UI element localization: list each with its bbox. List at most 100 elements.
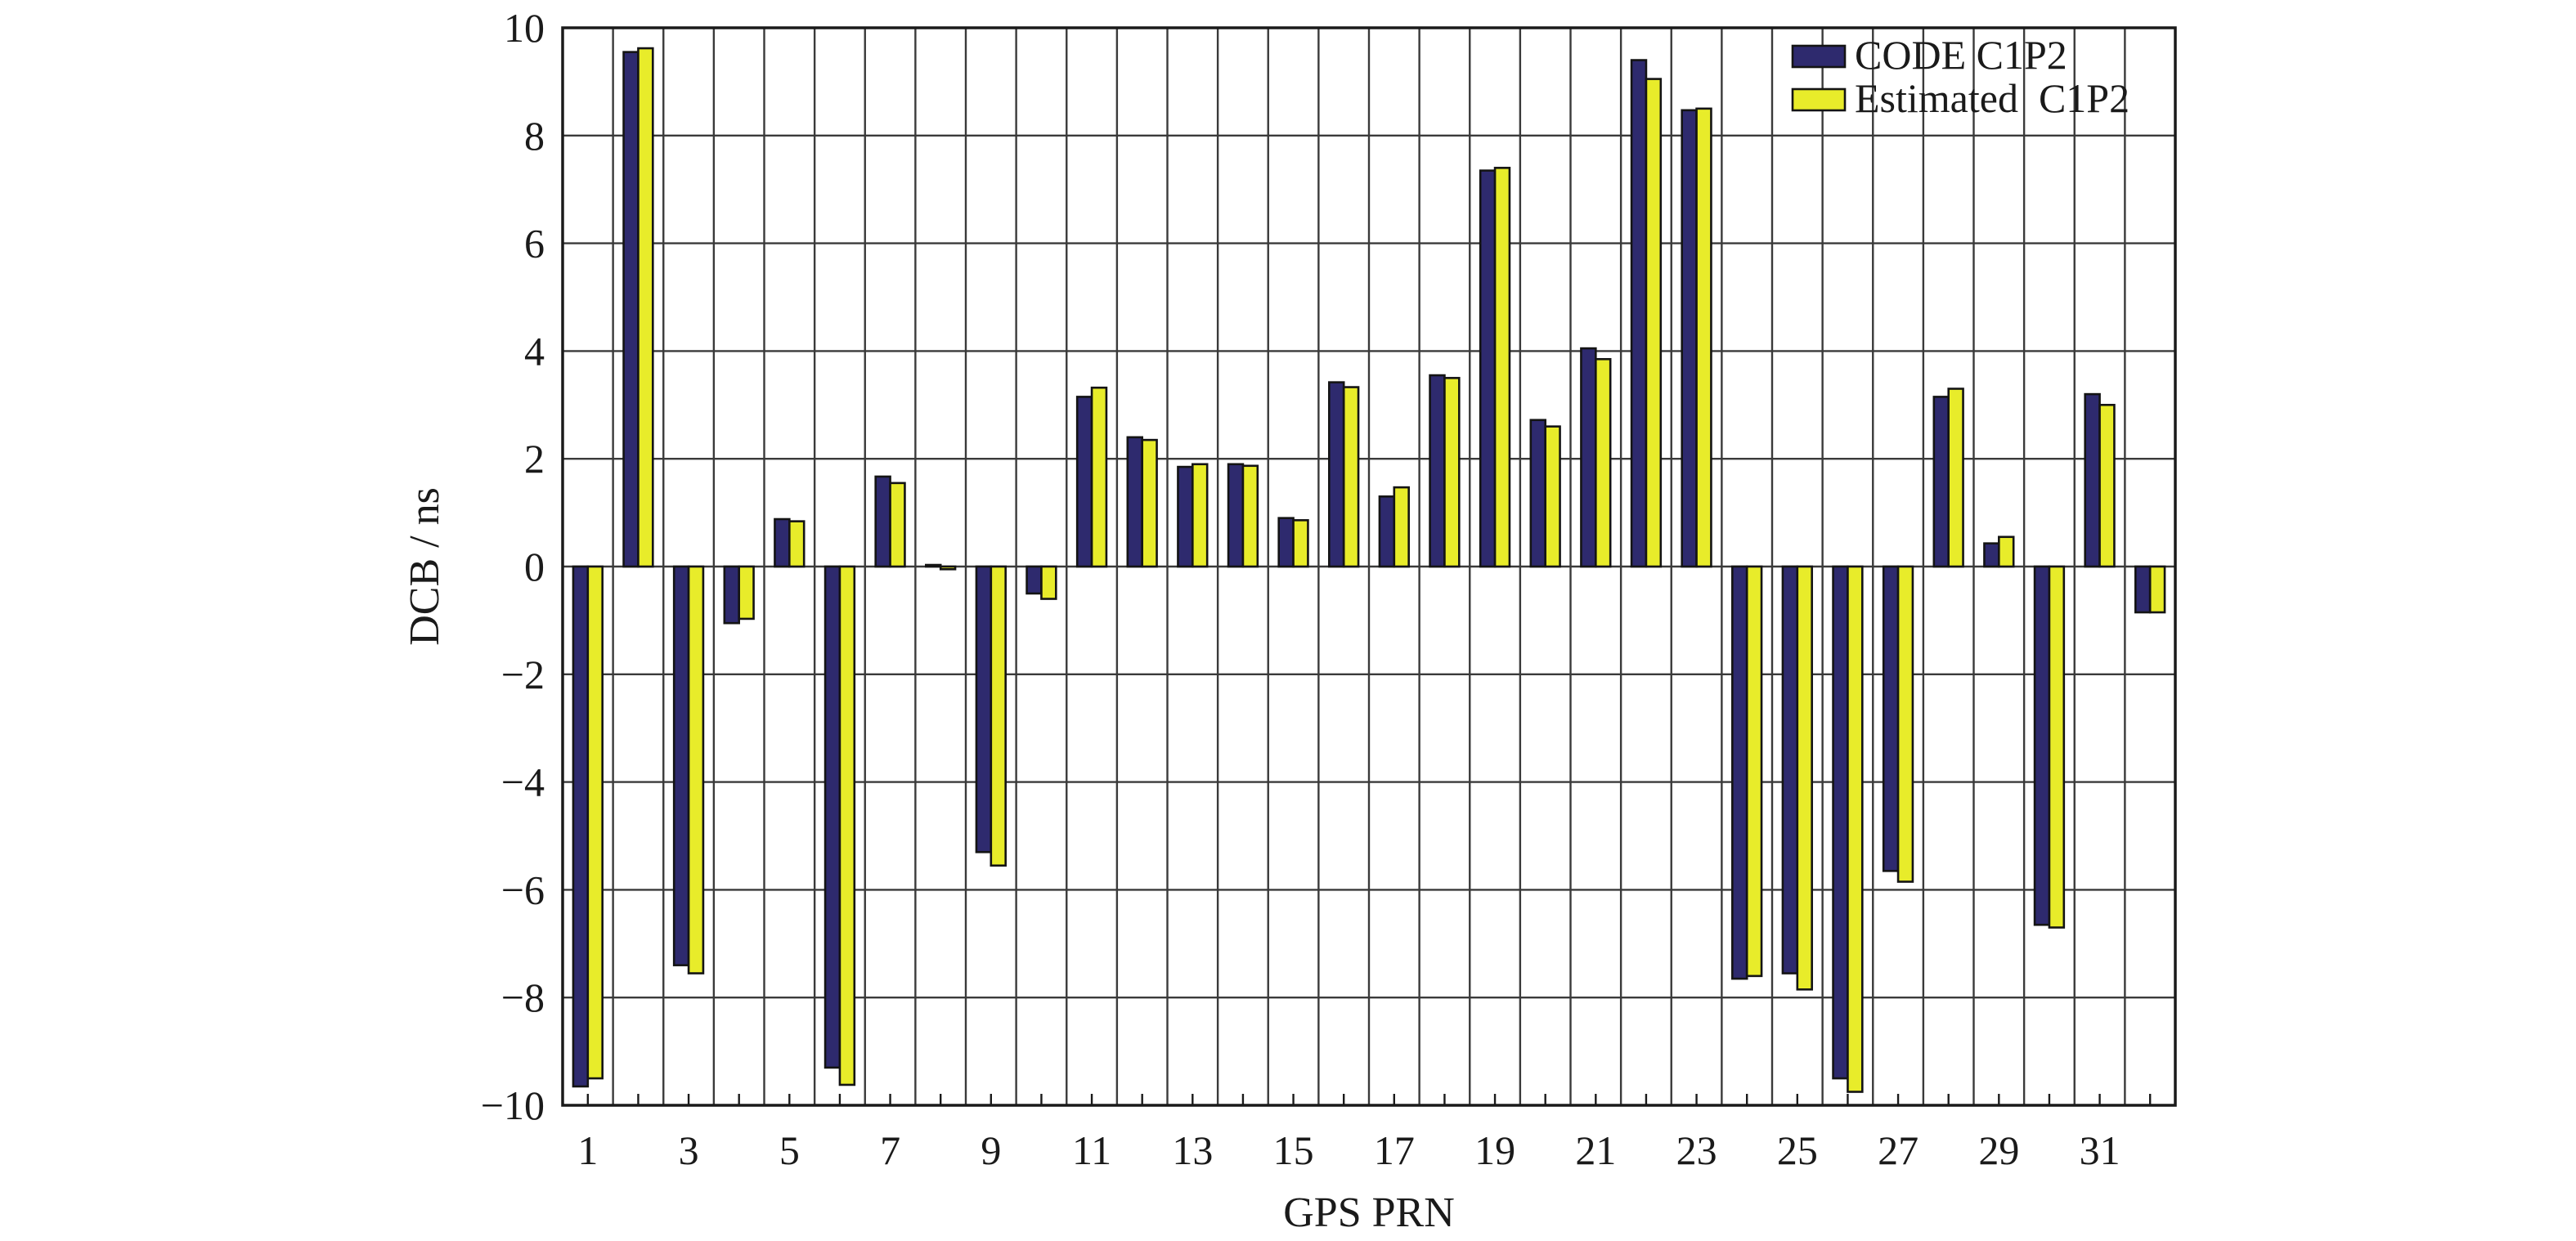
bar <box>925 563 942 568</box>
bar <box>1544 425 1561 568</box>
bar <box>2134 565 2152 614</box>
bar <box>1745 565 1763 978</box>
x-tick-label: 31 <box>2080 1127 2120 1173</box>
bar <box>622 51 640 568</box>
bar <box>1241 464 1259 568</box>
y-tick-label: 0 <box>524 544 545 589</box>
bar <box>1192 463 1209 568</box>
x-tick-label: 23 <box>1676 1127 1717 1173</box>
y-tick-label: −10 <box>481 1082 545 1128</box>
y-tick-label: 6 <box>524 221 545 267</box>
x-tick-label: 13 <box>1172 1127 1213 1173</box>
bar <box>1580 347 1597 568</box>
legend-swatch <box>1791 44 1847 69</box>
bar <box>1126 436 1143 568</box>
bar <box>1090 386 1108 568</box>
bar <box>1882 565 1900 872</box>
bar <box>774 517 791 568</box>
bar <box>1983 542 2000 568</box>
bar <box>1645 78 1663 568</box>
x-tick-label: 25 <box>1777 1127 1818 1173</box>
bar <box>1429 374 1446 568</box>
bar <box>1227 463 1245 568</box>
bar <box>1328 381 1345 568</box>
plot-border <box>561 26 2177 1107</box>
bar <box>2084 392 2101 568</box>
bar <box>1529 419 1546 568</box>
y-tick-label: −4 <box>501 759 545 805</box>
bar <box>1781 565 1799 974</box>
bar <box>990 565 1007 867</box>
bar <box>1847 565 1864 1093</box>
bar <box>1493 167 1511 568</box>
bar <box>1932 396 1950 568</box>
bar <box>788 520 806 568</box>
bar <box>1796 565 1813 991</box>
bar <box>1292 519 1309 568</box>
bar <box>572 565 590 1088</box>
legend-label: CODE C1P2 <box>1855 32 2067 78</box>
bar <box>738 565 755 620</box>
y-tick-label: −8 <box>501 974 545 1020</box>
x-tick-label: 27 <box>1878 1127 1919 1173</box>
bars <box>572 47 2166 1093</box>
bar <box>838 565 856 1086</box>
bar <box>874 475 891 568</box>
bar <box>637 47 654 568</box>
x-tick-label: 19 <box>1474 1127 1515 1173</box>
y-tick-label: −2 <box>501 652 545 697</box>
x-tick-label: 11 <box>1072 1127 1111 1173</box>
legend-label: Estimated C1P2 <box>1855 75 2129 121</box>
y-axis-title: DCB / ns <box>402 487 448 646</box>
bar <box>1025 565 1043 595</box>
bar <box>1998 535 2015 568</box>
x-axis-title: GPS PRN <box>1283 1189 1455 1236</box>
bar <box>1595 357 1612 568</box>
plot-frame <box>561 26 2177 1107</box>
y-tick-label: −6 <box>501 867 545 912</box>
x-axis-ticks: 1 3 5 7 9 11 13 15 17 19 21 23 25 27 29 31 <box>577 1094 2152 1173</box>
bar <box>1832 565 1849 1080</box>
x-tick-label: 21 <box>1575 1127 1616 1173</box>
bar <box>687 565 705 974</box>
y-tick-label: 8 <box>524 113 545 159</box>
legend-swatch <box>1791 87 1847 112</box>
bar <box>1479 169 1497 568</box>
bar <box>672 565 690 966</box>
bar <box>1896 565 1914 883</box>
bar <box>2098 403 2116 568</box>
bar <box>1630 59 1648 568</box>
bar <box>1277 517 1295 568</box>
x-tick-label: 7 <box>880 1127 900 1173</box>
bar <box>1443 377 1461 568</box>
x-tick-label: 29 <box>1978 1127 2019 1173</box>
bar <box>1342 386 1360 568</box>
bar <box>2048 565 2066 929</box>
bar <box>975 565 993 853</box>
x-tick-label: 1 <box>577 1127 598 1173</box>
x-tick-label: 17 <box>1374 1127 1415 1173</box>
bar <box>1075 396 1093 568</box>
bar <box>889 482 906 568</box>
bar <box>1393 486 1410 568</box>
y-tick-label: 10 <box>504 5 545 51</box>
bar <box>824 565 841 1069</box>
y-tick-label: 4 <box>524 328 545 374</box>
x-tick-label: 5 <box>779 1127 800 1173</box>
y-axis-ticks: −10 −8 −6 −4 −2 0 2 4 6 8 10 <box>481 5 545 1128</box>
bar <box>586 565 604 1080</box>
bar <box>723 565 740 625</box>
bar <box>939 565 957 571</box>
bar <box>1141 438 1158 568</box>
bar <box>1177 465 1194 568</box>
bar <box>1681 109 1698 568</box>
x-tick-label: 3 <box>679 1127 699 1173</box>
bar <box>1947 388 1964 568</box>
bar <box>2033 565 2051 926</box>
bar <box>1731 565 1748 980</box>
bar <box>2148 565 2166 614</box>
